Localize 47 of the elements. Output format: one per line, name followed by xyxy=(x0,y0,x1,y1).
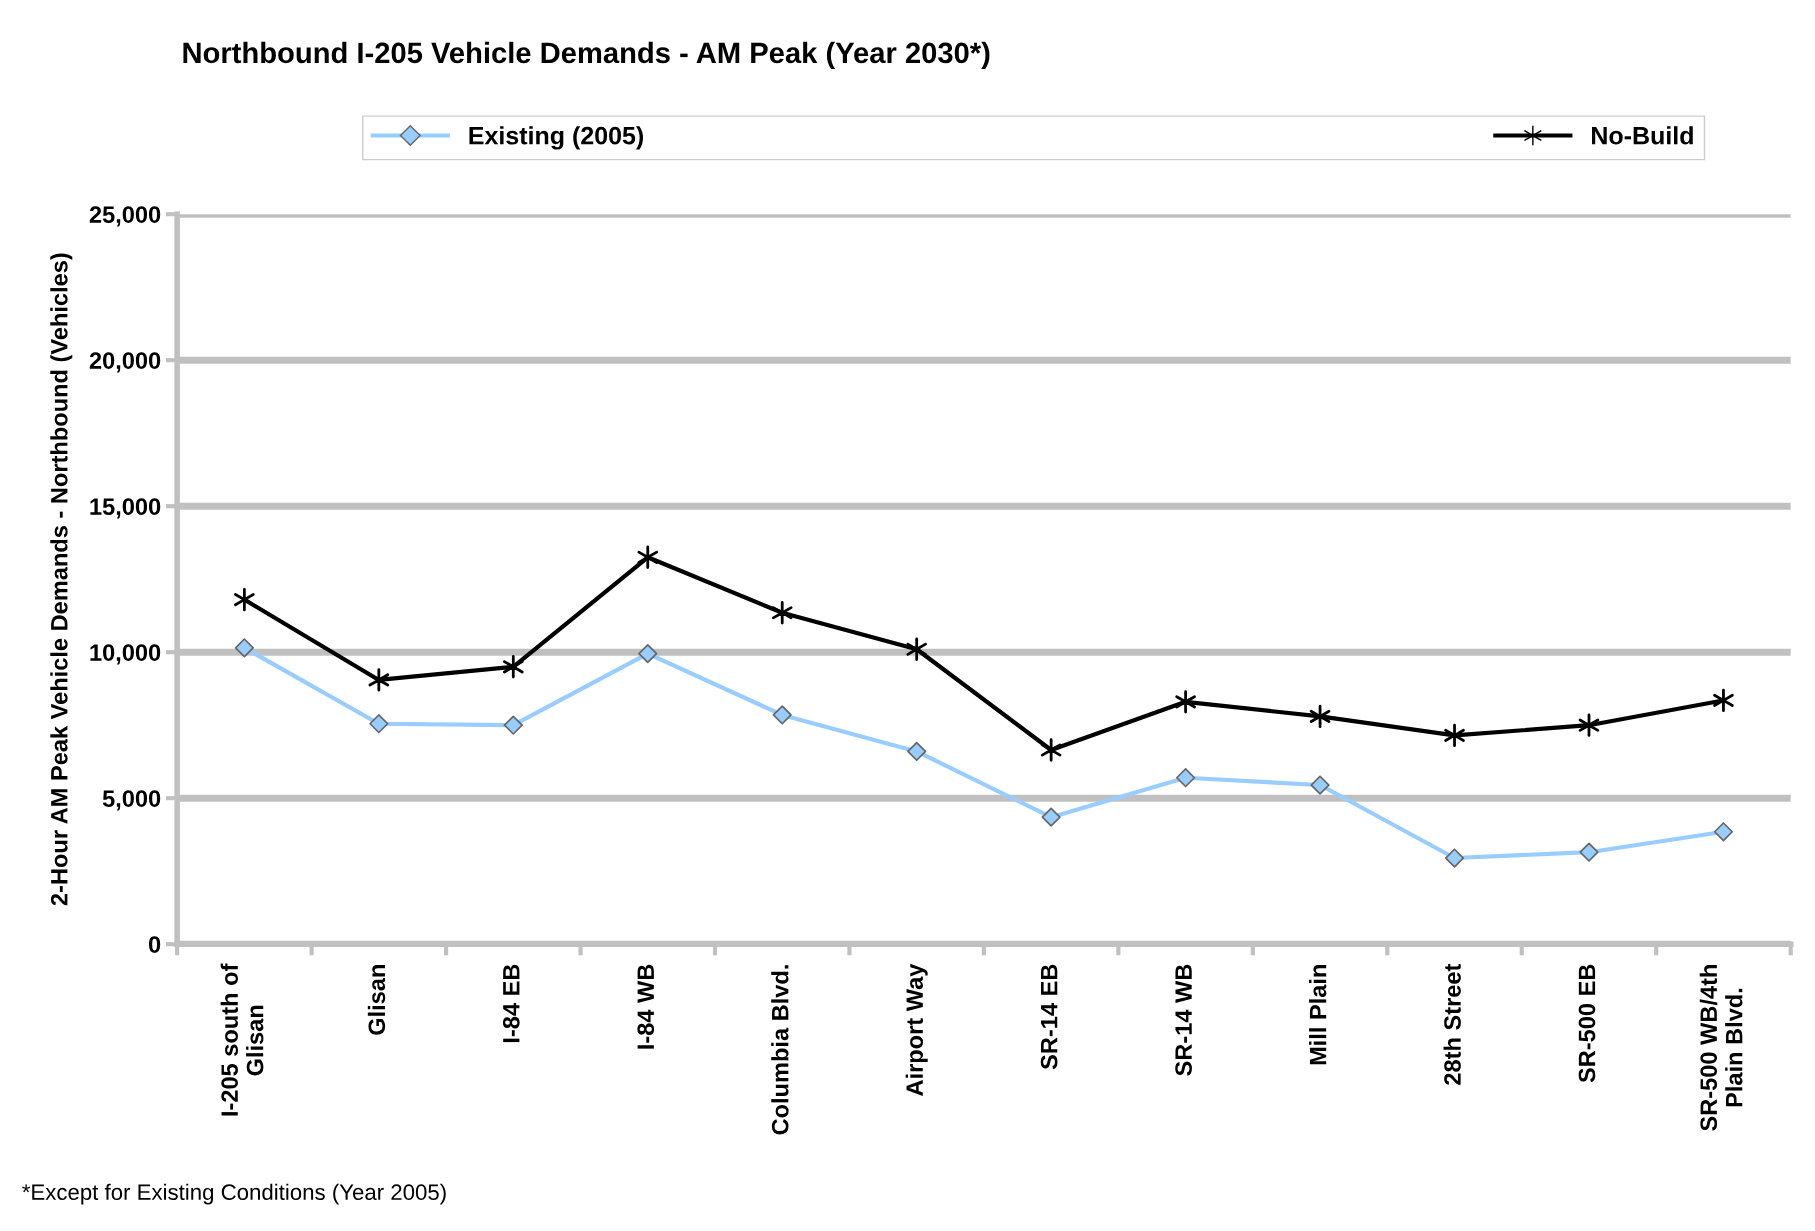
y-tick-label: 20,000 xyxy=(89,352,161,373)
x-tick-label: SR-500 WB/4th Plain Blvd. xyxy=(1699,965,1743,1131)
point xyxy=(1578,713,1600,737)
y-axis-title: 2-Hour AM Peak Vehicle Demands - Northbound (Vehicles) xyxy=(50,253,73,906)
point xyxy=(906,637,927,661)
x-tick-label: 28th Street xyxy=(1443,963,1461,1085)
x-tick-label: Glisan xyxy=(367,965,386,1035)
x-tick-label: SR-14 WB xyxy=(1175,964,1192,1076)
point xyxy=(1444,723,1465,748)
legend-label: No-Build xyxy=(1592,126,1693,145)
x-tick-label: I-205 south of Glisan xyxy=(220,963,264,1116)
chart-title: Northbound I-205 Vehicle Demands - AM Peak (Year 2030*) xyxy=(183,41,990,69)
x-tick-label: Columbia Blvd. xyxy=(771,965,789,1135)
point xyxy=(1713,822,1734,842)
point xyxy=(234,638,254,658)
point xyxy=(369,714,389,734)
point xyxy=(772,705,792,725)
point xyxy=(1175,690,1196,714)
y-tick-label: 10,000 xyxy=(90,644,161,665)
point xyxy=(637,545,659,569)
point xyxy=(1175,768,1196,788)
point xyxy=(368,668,390,692)
x-tick-label: Airport Way xyxy=(905,963,928,1096)
x-tick-label: Mill Plain xyxy=(1309,965,1327,1065)
point xyxy=(502,655,524,679)
point xyxy=(1310,775,1330,795)
point xyxy=(1444,848,1465,868)
point xyxy=(1713,688,1734,713)
point xyxy=(234,587,255,612)
x-tick-label: I-84 WB xyxy=(637,964,655,1049)
point xyxy=(1579,842,1599,862)
y-tick-label: 5,000 xyxy=(102,790,161,811)
x-tick-label: SR-500 EB xyxy=(1578,964,1596,1083)
x-tick-label: SR-14 EB xyxy=(1040,964,1058,1070)
point xyxy=(503,715,523,735)
point xyxy=(638,644,658,664)
point xyxy=(1041,807,1061,827)
y-tick-label: 25,000 xyxy=(89,206,161,227)
point xyxy=(771,601,793,625)
legend-label: Existing (2005) xyxy=(469,126,643,150)
text: *Except for Existing Conditions (Year 2005) xyxy=(22,1183,446,1205)
y-tick-label: 15,000 xyxy=(90,498,161,519)
point xyxy=(907,741,927,762)
x-tick-label: I-84 EB xyxy=(502,964,520,1043)
point xyxy=(1040,738,1062,762)
y-tick-label: 0 xyxy=(148,936,161,953)
point xyxy=(1309,704,1331,729)
